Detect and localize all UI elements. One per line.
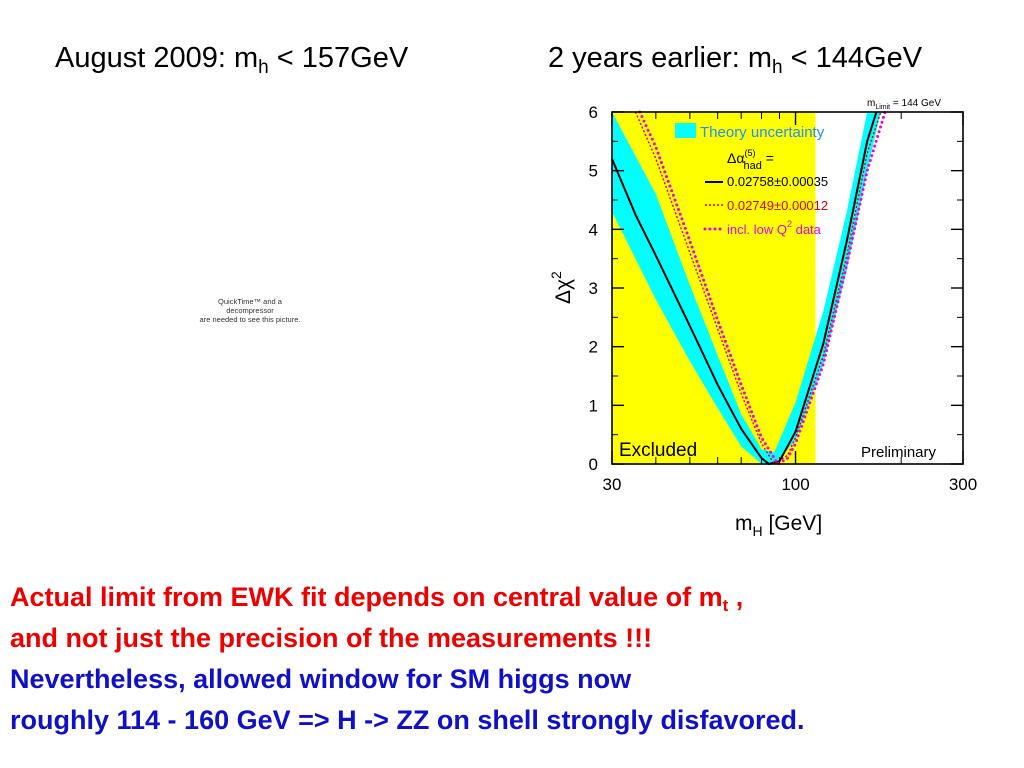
- excluded-label: Excluded: [619, 440, 697, 461]
- heading-august-2009: August 2009: mh < 157GeV: [55, 42, 409, 78]
- quicktime-line-1: QuickTime™ and a: [218, 297, 282, 306]
- x-tick-label: 100: [781, 475, 809, 494]
- series-line-1: [611, 111, 878, 466]
- x-tick-label: 300: [949, 475, 977, 494]
- heading-two-years-earlier: 2 years earlier: mh < 144GeV: [548, 42, 923, 78]
- y-axis-label: Δχ2: [548, 271, 575, 304]
- y-tick-label: 5: [589, 162, 598, 181]
- preliminary-label: Preliminary: [861, 444, 937, 461]
- y-tick-label: 0: [589, 455, 598, 474]
- excluded-region: [612, 112, 816, 464]
- y-tick-label: 1: [589, 396, 598, 415]
- delta-chi2-chart: 0 1 2 3 4 5 6 30 100 300 Excluded Preliminary mLi…: [548, 98, 977, 539]
- note-line-1: Actual limit from EWK fit depends on cen…: [10, 582, 744, 615]
- y-tick-label: 2: [589, 338, 598, 357]
- legend-theory-label: Theory uncertainty: [700, 124, 825, 141]
- legend-theory-swatch: [675, 123, 696, 138]
- legend-alpha-label: Δα(5) had =: [727, 148, 774, 172]
- note-line-2: and not just the precision of the measur…: [10, 623, 653, 653]
- y-tick-label: 3: [589, 279, 598, 298]
- note-line-3: Nevertheless, allowed window for SM higg…: [10, 664, 632, 694]
- quicktime-line-3: are needed to see this picture.: [199, 315, 301, 324]
- y-tick-label: 6: [589, 103, 598, 122]
- legend-entry-dotted: 0.02749±0.00012: [727, 198, 828, 213]
- quicktime-line-2: decompressor: [226, 306, 274, 315]
- mlimit-label: mLimit = 144 GeV: [867, 98, 941, 111]
- y-tick-label: 4: [589, 220, 598, 239]
- legend-entry-dots: incl. low Q2 data: [727, 219, 822, 237]
- legend-entry-solid: 0.02758±0.00035: [727, 174, 828, 189]
- x-tick-label: 30: [603, 475, 622, 494]
- note-line-4: roughly 114 - 160 GeV => H -> ZZ on shel…: [10, 705, 805, 735]
- quicktime-placeholder: QuickTime™ and a decompressor are needed…: [160, 297, 340, 324]
- x-axis-label: mH [GeV]: [735, 512, 822, 539]
